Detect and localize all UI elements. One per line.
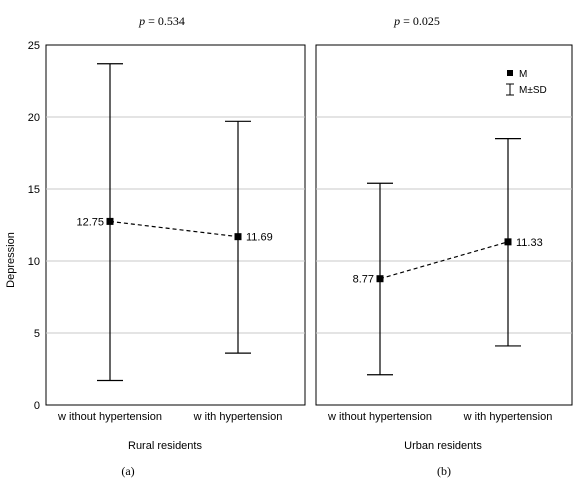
y-tick-label: 25 <box>28 40 40 52</box>
grid-lines <box>46 116 572 334</box>
x-category-label: w ithout hypertension <box>327 411 432 423</box>
panel-b-label: (b) <box>437 464 451 478</box>
legend: M M±SD <box>506 69 547 96</box>
mean-value-label: 12.75 <box>76 216 104 228</box>
mean-value-label: 8.77 <box>353 274 374 286</box>
legend-sd-label: M±SD <box>519 85 547 96</box>
y-axis-ticks: 0 5 10 15 20 25 <box>28 40 40 412</box>
y-axis-title: Depression <box>5 232 17 288</box>
chart-marks: 12.75 w ithout hypertension 11.69 w ith hyp… <box>57 63 553 423</box>
y-tick-label: 0 <box>34 400 40 412</box>
panel-a-label: (a) <box>121 464 134 478</box>
panel-b-x-axis-title: Urban residents <box>404 440 482 452</box>
legend-mean-label: M <box>519 69 527 80</box>
y-tick-label: 5 <box>34 328 40 340</box>
y-tick-label: 20 <box>28 112 40 124</box>
y-tick-label: 15 <box>28 184 40 196</box>
y-tick-label: 10 <box>28 256 40 268</box>
x-category-label: w ith hypertension <box>193 411 283 423</box>
panel-a-frame <box>45 44 306 406</box>
panel-a-p-value: p = 0.534 <box>138 14 185 28</box>
mean-value-label: 11.69 <box>246 232 273 244</box>
mean-marker <box>376 275 384 283</box>
panel-b-p-value: p = 0.025 <box>393 14 440 28</box>
panel-b-frame <box>315 44 573 406</box>
panel-a-x-axis-title: Rural residents <box>128 440 202 452</box>
mean-marker <box>106 217 114 225</box>
legend-mean-marker <box>507 70 513 76</box>
x-category-label: w ith hypertension <box>463 411 553 423</box>
mean-connector-panel-b <box>379 241 509 280</box>
x-category-label: w ithout hypertension <box>57 411 162 423</box>
mean-value-label: 11.33 <box>516 237 543 249</box>
mean-marker <box>504 238 512 246</box>
mean-marker <box>234 233 242 241</box>
mean-connector-panel-a <box>109 220 239 238</box>
